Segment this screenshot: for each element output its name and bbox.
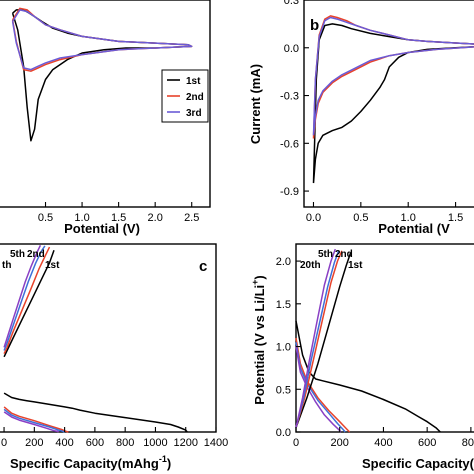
- panel-c-annot-20th: th: [2, 260, 11, 271]
- panel-c-series-20th: [3, 411, 60, 433]
- legend-label-1st: 1st: [186, 76, 201, 87]
- panel-d-series-20th: [295, 346, 342, 433]
- panel-c-letter: c: [199, 258, 207, 275]
- legend-label-3rd: 3rd: [186, 108, 202, 119]
- panel-d-ytick-label: 0.0: [276, 427, 291, 439]
- panel-b-ylabel: Current (mA): [248, 64, 263, 144]
- panel-c-xlabel-sup: -1: [159, 454, 167, 464]
- panel-c-annot-1st: 1st: [45, 260, 60, 271]
- panel-d-series-1st-charge: [295, 252, 352, 428]
- panel-b-ytick-label: 0.3: [284, 0, 299, 7]
- panel-b-ytick-label: -0.9: [280, 186, 299, 198]
- panel-c-xtick-label: 0: [1, 437, 7, 449]
- panel-c-series-1st-charge: [3, 250, 55, 358]
- panel-c-series-2nd-charge: [3, 246, 51, 355]
- panel-a-xtick-label: 1.0: [74, 212, 89, 224]
- panel-d: 0 200 400 600 800 0.0 0.5 1.0 1.5 2.0 20th 5th 2…: [250, 243, 474, 471]
- panel-c-xlabel: Specific Capacity(mAhg-1): [10, 454, 171, 471]
- panel-c-frame: [0, 243, 217, 433]
- panel-d-series-2nd-charge: [295, 250, 343, 428]
- panel-c-xtick-label: 200: [25, 437, 43, 449]
- panel-d-ylabel-tail: ): [252, 275, 267, 279]
- panel-d-xlabel: Specific Capacity(mAh: [362, 456, 474, 471]
- panel-b-letter: b: [310, 17, 319, 34]
- panel-d-ytick-label: 0.5: [276, 384, 291, 396]
- panel-d-xtick-label: 800: [462, 437, 474, 449]
- panel-c: c 0 200 400 600 800 1000 1200 1400 th 5th 2nd 1…: [0, 243, 228, 471]
- panel-c-xlabel-tail: ): [167, 456, 171, 471]
- panel-b-series-2nd: [312, 15, 474, 139]
- panel-d-annot-5th: 5th: [318, 249, 333, 260]
- panel-c-xtick-label: 1400: [204, 437, 228, 449]
- panel-a-xtick-label: 2.5: [184, 212, 199, 224]
- panel-a-legend: 1st 2nd 3rd: [161, 69, 209, 123]
- panel-c-series-2nd: [3, 406, 69, 433]
- panel-d-annot-2nd: 2nd: [335, 249, 353, 260]
- panel-a-frame: [0, 0, 211, 208]
- panel-b-xlabel: Potential (V: [378, 221, 450, 236]
- panel-b-series-3rd: [312, 16, 474, 136]
- panel-c-xtick-label: 1000: [143, 437, 167, 449]
- panel-b-xtick-label: 0.0: [306, 212, 321, 224]
- panel-c-xtick-label: 800: [116, 437, 134, 449]
- panel-d-series-1st: [295, 320, 441, 433]
- panel-d-ylabel-sup: +: [250, 280, 260, 285]
- panel-d-xtick-label: 200: [331, 437, 349, 449]
- panel-c-series-20th-charge: [3, 244, 42, 348]
- panel-c-series-5th-charge: [3, 245, 46, 351]
- panel-d-series-5th: [295, 342, 346, 433]
- panel-a: 0.5 1.0 1.5 2.0 2.5 Potential (V) 1st 2nd 3r…: [0, 0, 211, 236]
- panel-d-series-20th-charge: [295, 248, 337, 428]
- panel-a-xtick-label: 0.5: [38, 212, 53, 224]
- panel-d-xtick-label: 600: [418, 437, 436, 449]
- panel-d-series-5th-charge: [295, 250, 340, 428]
- panel-a-series-3rd: [11, 9, 193, 71]
- panel-c-xtick-label: 600: [86, 437, 104, 449]
- panel-a-xlabel: Potential (V): [64, 221, 140, 236]
- panel-b-ytick-label: -0.6: [280, 138, 299, 150]
- legend-label-2nd: 2nd: [186, 92, 204, 103]
- panel-d-ylabel-main: Potential (V vs Li/Li: [252, 285, 267, 405]
- panel-a-xtick-label: 1.5: [111, 212, 126, 224]
- panel-d-ytick-label: 1.5: [276, 299, 291, 311]
- panel-d-xtick-label: 400: [374, 437, 392, 449]
- panel-c-series-5th: [3, 408, 65, 433]
- panel-a-xtick-label: 2.0: [148, 212, 163, 224]
- panel-c-series-1st: [3, 392, 188, 433]
- panel-d-annot-20th: 20th: [300, 260, 321, 271]
- panel-b-ytick-label: -0.3: [280, 91, 299, 103]
- panel-d-ytick-label: 2.0: [276, 256, 291, 268]
- panel-b-xtick-label: 1.5: [448, 212, 463, 224]
- panel-c-xtick-label: 400: [55, 437, 73, 449]
- panel-c-annot-2nd: 2nd: [27, 249, 45, 260]
- panel-d-xtick-label: 0: [293, 437, 299, 449]
- panel-c-xlabel-main: Specific Capacity(mAhg: [10, 456, 159, 471]
- panel-d-ytick-label: 1.0: [276, 342, 291, 354]
- panel-c-annot-5th: 5th: [10, 249, 25, 260]
- panel-c-xtick-label: 1200: [173, 437, 197, 449]
- panel-b-ytick-label: 0.0: [284, 43, 299, 55]
- panel-d-annot-1st: 1st: [348, 260, 363, 271]
- panel-b-frame: [303, 0, 474, 208]
- panel-b-xtick-label: 0.5: [353, 212, 368, 224]
- panel-b-xtick-label: 1.0: [401, 212, 416, 224]
- panel-b: b 0.0 0.5 1.0 1.5 0.3 0.0 -0.3 -0.6 -0.9 Potent…: [248, 0, 474, 236]
- panel-d-ylabel: Potential (V vs Li/Li+): [250, 275, 267, 405]
- panel-d-series-2nd: [295, 337, 351, 433]
